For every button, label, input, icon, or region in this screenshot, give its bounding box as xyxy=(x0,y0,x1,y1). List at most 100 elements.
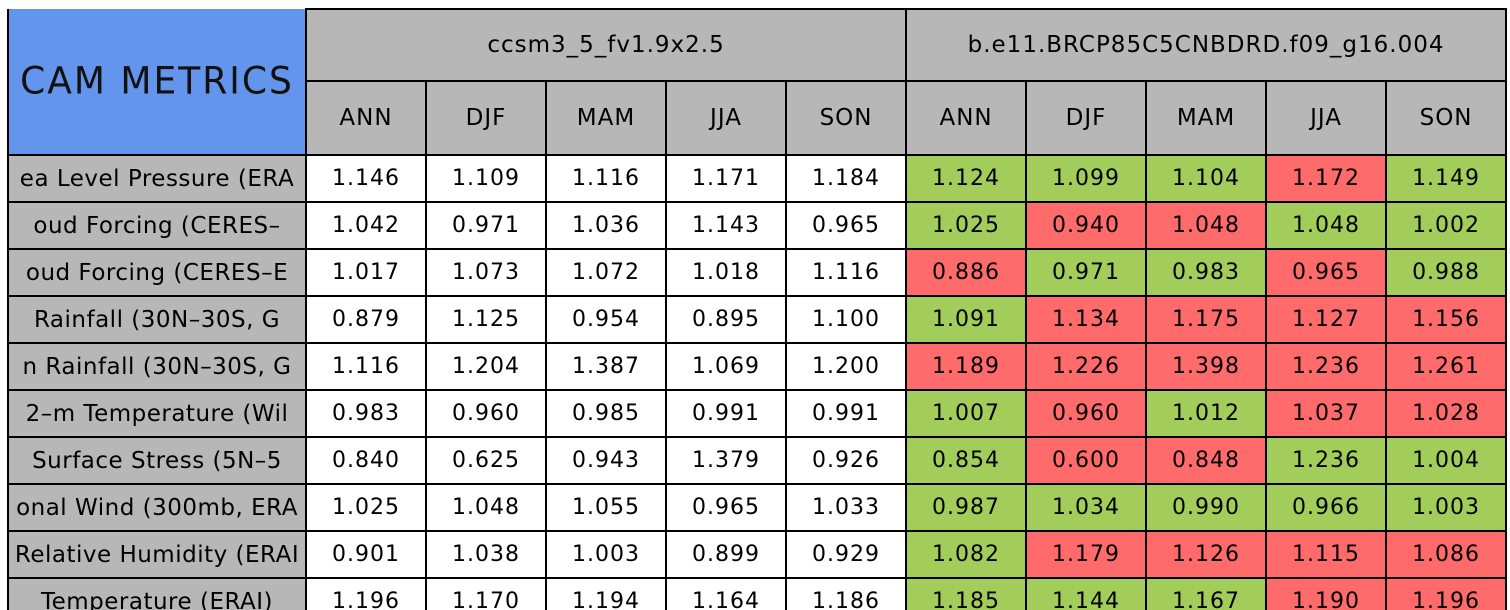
model-1-value-cell: 0.965 xyxy=(784,201,908,250)
model-1-value-cell: 1.170 xyxy=(425,577,547,610)
model-2-value-cell: 1.127 xyxy=(1265,295,1388,344)
model-1-value-cell: 0.901 xyxy=(305,530,427,579)
model-2-value-cell: 1.007 xyxy=(905,389,1028,438)
model-2-value-cell: 1.175 xyxy=(1145,295,1268,344)
model-1-value-cell: 1.072 xyxy=(545,248,667,297)
model-2-value-cell: 1.099 xyxy=(1025,154,1148,203)
season-header: DJF xyxy=(1025,80,1148,156)
model-1-value-cell: 0.625 xyxy=(425,436,547,485)
model-1-value-cell: 1.116 xyxy=(545,154,667,203)
metric-row-label: Rainfall (30N–30S, G xyxy=(7,295,307,344)
model-2-value-cell: 1.156 xyxy=(1385,295,1508,344)
model-2-value-cell: 0.987 xyxy=(905,483,1028,532)
model-1-value-cell: 1.025 xyxy=(305,483,427,532)
model-1-value-cell: 1.184 xyxy=(784,154,908,203)
table-title-cell: CAM METRICS xyxy=(7,9,307,156)
season-header: DJF xyxy=(425,80,547,156)
model-1-value-cell: 1.109 xyxy=(425,154,547,203)
model-1-value-cell: 0.879 xyxy=(305,295,427,344)
model-2-value-cell: 0.965 xyxy=(1265,248,1388,297)
model-2-value-cell: 1.048 xyxy=(1265,201,1388,250)
model-1-value-cell: 1.194 xyxy=(545,577,667,610)
model-2-value-cell: 1.236 xyxy=(1265,436,1388,485)
model-1-value-cell: 0.954 xyxy=(545,295,667,344)
model-1-value-cell: 1.200 xyxy=(784,342,908,391)
model-1-value-cell: 0.985 xyxy=(545,389,667,438)
model-1-value-cell: 1.143 xyxy=(665,201,787,250)
model-2-value-cell: 0.940 xyxy=(1025,201,1148,250)
season-header: ANN xyxy=(305,80,427,156)
model-1-value-cell: 1.055 xyxy=(545,483,667,532)
model-2-value-cell: 1.149 xyxy=(1385,154,1508,203)
model-1-name: ccsm3_5_fv1.9x2.5 xyxy=(304,8,908,82)
season-header: SON xyxy=(1385,80,1508,156)
model-2-value-cell: 1.196 xyxy=(1385,577,1508,610)
model-1-value-cell: 0.983 xyxy=(305,389,427,438)
model-1-value-cell: 0.840 xyxy=(305,436,427,485)
model-2-value-cell: 1.048 xyxy=(1145,201,1268,250)
model-2-value-cell: 1.167 xyxy=(1145,577,1268,610)
model-1-value-cell: 0.991 xyxy=(784,389,908,438)
metric-row-label: oud Forcing (CERES–E xyxy=(7,248,307,297)
model-1-value-cell: 1.171 xyxy=(665,154,787,203)
model-1-value-cell: 1.116 xyxy=(305,342,427,391)
model-2-value-cell: 1.034 xyxy=(1025,483,1148,532)
metric-row: Surface Stress (5N–5 0.840 0.625 0.943 1.379… xyxy=(7,436,1508,485)
model-2-value-cell: 1.086 xyxy=(1385,530,1508,579)
model-1-value-cell: 0.929 xyxy=(784,530,908,579)
model-2-value-cell: 1.104 xyxy=(1145,154,1268,203)
model-1-value-cell: 1.125 xyxy=(425,295,547,344)
metric-row: oud Forcing (CERES–E 1.017 1.073 1.072 1.018… xyxy=(7,248,1508,297)
model-2-value-cell: 1.190 xyxy=(1265,577,1388,610)
metric-row-label: n Rainfall (30N–30S, G xyxy=(7,342,307,391)
metric-row-label: ea Level Pressure (ERA xyxy=(7,154,307,203)
model-2-value-cell: 0.971 xyxy=(1025,248,1148,297)
metric-row-label: Temperature (ERAI) xyxy=(7,577,307,610)
model-2-value-cell: 1.091 xyxy=(905,295,1028,344)
model-2-value-cell: 0.600 xyxy=(1025,436,1148,485)
metrics-table-body: ea Level Pressure (ERA 1.146 1.109 1.116 1.1… xyxy=(7,154,1508,610)
model-1-value-cell: 1.017 xyxy=(305,248,427,297)
metric-row-label: onal Wind (300mb, ERA xyxy=(7,483,307,532)
season-header: MAM xyxy=(545,80,667,156)
model-1-value-cell: 1.100 xyxy=(784,295,908,344)
model-1-value-cell: 0.926 xyxy=(784,436,908,485)
model-2-value-cell: 0.886 xyxy=(905,248,1028,297)
model-1-value-cell: 1.033 xyxy=(784,483,908,532)
model-2-value-cell: 1.003 xyxy=(1385,483,1508,532)
metric-row: Rainfall (30N–30S, G 0.879 1.125 0.954 0.895… xyxy=(7,295,1508,344)
season-header: MAM xyxy=(1145,80,1268,156)
model-2-value-cell: 1.144 xyxy=(1025,577,1148,610)
model-1-value-cell: 0.971 xyxy=(425,201,547,250)
model-1-value-cell: 1.196 xyxy=(305,577,427,610)
season-header: ANN xyxy=(905,80,1028,156)
metrics-table-container: CAM METRICS ccsm3_5_fv1.9x2.5 b.e11.BRCP… xyxy=(7,8,1508,610)
model-1-value-cell: 1.387 xyxy=(545,342,667,391)
season-header: JJA xyxy=(665,80,787,156)
model-2-value-cell: 1.134 xyxy=(1025,295,1148,344)
model-1-value-cell: 0.895 xyxy=(665,295,787,344)
metric-row: 2–m Temperature (Wil 0.983 0.960 0.985 0.991… xyxy=(7,389,1508,438)
metric-row: n Rainfall (30N–30S, G 1.116 1.204 1.387 1.0… xyxy=(7,342,1508,391)
model-2-value-cell: 0.854 xyxy=(905,436,1028,485)
season-header: JJA xyxy=(1265,80,1388,156)
model-1-value-cell: 0.943 xyxy=(545,436,667,485)
model-2-value-cell: 1.236 xyxy=(1265,342,1388,391)
model-1-value-cell: 1.048 xyxy=(425,483,547,532)
model-2-value-cell: 0.983 xyxy=(1145,248,1268,297)
model-2-value-cell: 1.012 xyxy=(1145,389,1268,438)
model-2-value-cell: 1.226 xyxy=(1025,342,1148,391)
model-1-value-cell: 0.965 xyxy=(665,483,787,532)
model-2-value-cell: 1.025 xyxy=(905,201,1028,250)
model-2-value-cell: 1.398 xyxy=(1145,342,1268,391)
metric-row-label: 2–m Temperature (Wil xyxy=(7,389,307,438)
model-2-value-cell: 1.172 xyxy=(1265,154,1388,203)
model-1-value-cell: 1.042 xyxy=(305,201,427,250)
model-1-value-cell: 1.186 xyxy=(784,577,908,610)
model-2-value-cell: 1.082 xyxy=(905,530,1028,579)
model-1-value-cell: 1.164 xyxy=(665,577,787,610)
model-2-name: b.e11.BRCP85C5CNBDRD.f09_g16.004 xyxy=(905,8,1508,82)
model-1-value-cell: 1.073 xyxy=(425,248,547,297)
model-2-value-cell: 1.189 xyxy=(905,342,1028,391)
model-2-value-cell: 1.115 xyxy=(1265,530,1388,579)
